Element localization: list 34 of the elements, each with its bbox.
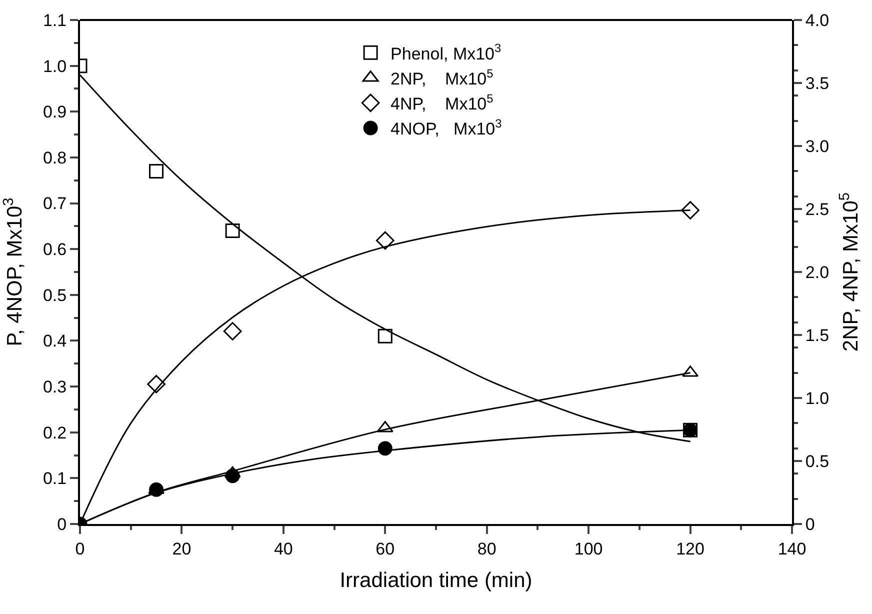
y2-tick-label: 1.5 bbox=[805, 326, 830, 345]
legend-label: Phenol, Mx10$^{3}$ bbox=[390, 41, 502, 64]
legend-label: 2NP, Mx10$^{5}$ bbox=[390, 66, 494, 88]
y-tick-label: 0.4 bbox=[42, 332, 67, 351]
x-tick-label: 40 bbox=[274, 539, 293, 558]
legend-label: 4NP, Mx10$^{5}$ bbox=[390, 91, 494, 114]
x-tick-label: 20 bbox=[172, 539, 192, 558]
y2-tick-label: 0 bbox=[805, 514, 815, 534]
x-tick-label: 100 bbox=[574, 539, 603, 558]
x-tick-label: 80 bbox=[477, 539, 496, 558]
x-tick-label: 0 bbox=[75, 539, 85, 558]
y-tick-label: 0.6 bbox=[42, 240, 67, 260]
x-tick-label: 140 bbox=[778, 539, 806, 558]
y2-tick-label: 2.0 bbox=[805, 262, 830, 282]
y2-tick-label: 3.5 bbox=[805, 74, 830, 93]
y-tick-label: 1.1 bbox=[42, 10, 67, 30]
y-tick-label: 0.5 bbox=[42, 286, 67, 305]
y-tick-label: 1.0 bbox=[42, 56, 67, 76]
legend-label: 4NOP, Mx10$^{3}$ bbox=[390, 116, 502, 139]
x-tick-label: 60 bbox=[376, 539, 395, 558]
y2-tick-label: 1.0 bbox=[805, 388, 830, 408]
y-tick-label: 0.1 bbox=[42, 469, 67, 488]
y-tick-label: 0.8 bbox=[42, 148, 67, 168]
x-axis-title: Irradiation time (min) bbox=[340, 569, 532, 592]
y2-tick-label: 4.0 bbox=[805, 10, 830, 30]
x-tick-label: 120 bbox=[676, 539, 704, 558]
y2-tick-label: 3.0 bbox=[805, 136, 830, 156]
y-tick-label: 0.7 bbox=[42, 194, 67, 214]
y-tick-label: 0.9 bbox=[42, 102, 67, 122]
y-tick-label: 0.2 bbox=[42, 423, 67, 442]
y2-tick-label: 0.5 bbox=[805, 452, 830, 471]
y-tick-label: 0.3 bbox=[42, 378, 67, 396]
y2-tick-label: 2.5 bbox=[805, 200, 830, 219]
y-tick-label: 0 bbox=[57, 514, 67, 534]
